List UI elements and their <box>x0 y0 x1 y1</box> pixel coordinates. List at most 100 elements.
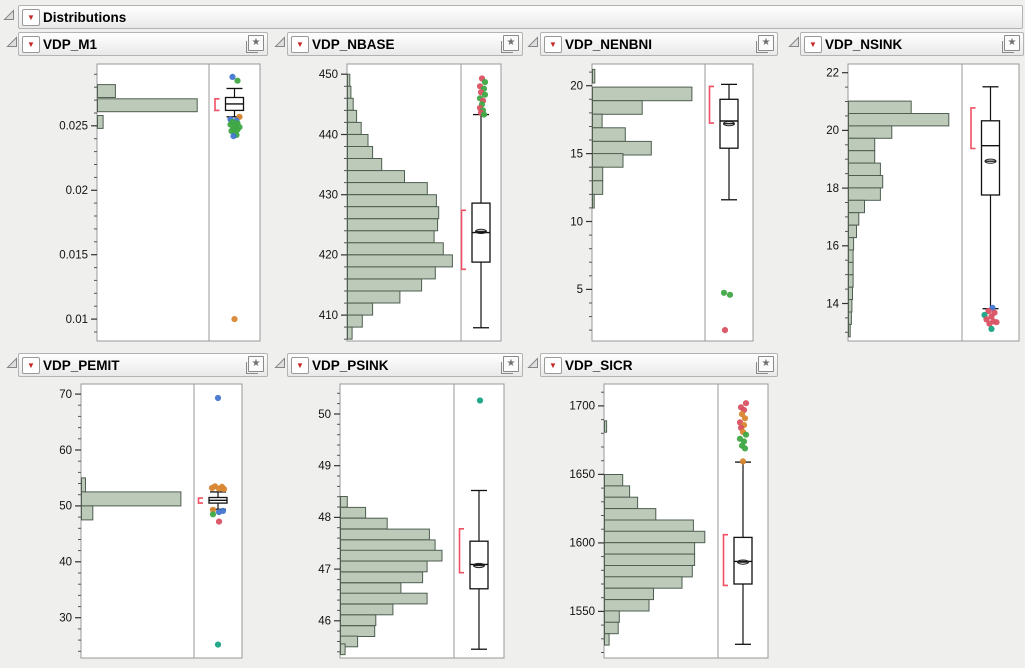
disclosure-triangle-vdp-sicr[interactable] <box>527 357 539 369</box>
y-axis: 20 15 10 5 <box>570 71 592 331</box>
axis-tick-label: 0.02 <box>66 185 88 197</box>
axis-tick-label: 70 <box>59 389 72 401</box>
axis-tick-label: 22 <box>826 68 839 80</box>
panel-header-vdp-m1: ▼ VDP_M1 ★ <box>18 32 268 56</box>
axis-tick-label: 420 <box>319 250 338 262</box>
red-triangle-menu-icon[interactable]: ▼ <box>544 357 562 374</box>
panel-header-vdp-sicr: ▼ VDP_SICR ★ <box>540 353 778 377</box>
axis-tick-label: 5 <box>577 284 583 296</box>
axis-tick-label: 450 <box>319 69 338 81</box>
bookmark-star-icon[interactable]: ★ <box>1002 35 1020 53</box>
disclosure-triangle-vdp-m1[interactable] <box>6 36 18 48</box>
shortest-half-bracket <box>197 497 203 504</box>
plot-vdp-m1[interactable]: 0.025 0.02 0.015 0.01 <box>18 56 268 350</box>
histogram-bars[interactable] <box>81 477 182 521</box>
axis-tick-label: 60 <box>59 445 72 457</box>
axis-tick-label: 430 <box>319 190 338 202</box>
panel-title: VDP_SICR <box>565 357 633 373</box>
plot-vdp-nenbni[interactable]: 20 15 10 5 <box>540 56 778 350</box>
disclosure-triangle-vdp-nbase[interactable] <box>274 36 286 48</box>
histogram-bars[interactable] <box>347 73 453 340</box>
axis-tick-label: 50 <box>318 409 331 421</box>
outlier-box-plot[interactable] <box>722 461 753 645</box>
bookmark-star-icon[interactable]: ★ <box>501 356 519 374</box>
plot-vdp-nsink[interactable]: 22 20 18 16 14 <box>800 56 1024 350</box>
histogram-bars[interactable] <box>340 496 443 656</box>
outlier-box-plot[interactable] <box>708 83 739 201</box>
y-axis: 1700 1650 1600 1550 <box>569 391 604 653</box>
disclosure-triangle-vdp-nsink[interactable] <box>788 36 800 48</box>
panel-header-vdp-nsink: ▼ VDP_NSINK ★ <box>800 32 1024 56</box>
outlier-points[interactable] <box>720 289 734 334</box>
plot-vdp-pemit[interactable]: 70 60 50 40 30 <box>18 377 268 664</box>
outlier-points[interactable] <box>208 394 228 648</box>
axis-tick-label: 1650 <box>569 469 595 481</box>
panel-title: VDP_M1 <box>43 36 98 52</box>
bookmark-star-icon[interactable]: ★ <box>246 356 264 374</box>
outlier-points[interactable] <box>981 304 1000 332</box>
distributions-header-bar: ▼ Distributions <box>18 5 1023 29</box>
axis-tick-label: 1700 <box>569 401 595 413</box>
axis-tick-label: 1550 <box>569 606 595 618</box>
panel-header-vdp-nenbni: ▼ VDP_NENBNI ★ <box>540 32 778 56</box>
axis-tick-label: 0.01 <box>66 314 88 326</box>
red-triangle-menu-icon[interactable]: ▼ <box>291 36 309 53</box>
histogram-bars[interactable] <box>848 100 950 338</box>
red-triangle-menu-icon[interactable]: ▼ <box>291 357 309 374</box>
outlier-points[interactable] <box>736 400 750 465</box>
red-triangle-menu-icon[interactable]: ▼ <box>804 36 822 53</box>
axis-tick-label: 18 <box>826 183 839 195</box>
outlier-box-plot[interactable] <box>970 86 1001 310</box>
red-triangle-menu-icon[interactable]: ▼ <box>544 36 562 53</box>
histogram-bars[interactable] <box>604 420 706 646</box>
panel-title: VDP_NBASE <box>312 36 395 52</box>
disclosure-triangle-vdp-psink[interactable] <box>274 357 286 369</box>
axis-tick-label: 47 <box>318 564 331 576</box>
outlier-points[interactable] <box>476 75 489 118</box>
axis-tick-label: 410 <box>319 310 338 322</box>
disclosure-triangle-vdp-pemit[interactable] <box>6 357 18 369</box>
red-triangle-menu-icon[interactable]: ▼ <box>22 357 40 374</box>
axis-tick-label: 0.015 <box>59 250 88 262</box>
panel-title: VDP_NENBNI <box>565 36 653 52</box>
plot-vdp-nbase[interactable]: 450 440 430 420 410 <box>287 56 523 350</box>
plot-vdp-psink[interactable]: 50 49 48 47 46 <box>287 377 523 664</box>
axis-tick-label: 46 <box>318 616 331 628</box>
panel-header-vdp-pemit: ▼ VDP_PEMIT ★ <box>18 353 268 377</box>
outlier-points[interactable] <box>476 397 484 404</box>
axis-tick-label: 50 <box>59 501 72 513</box>
panel-title: VDP_PEMIT <box>43 357 120 373</box>
histogram-bars[interactable] <box>97 84 198 129</box>
axis-tick-label: 440 <box>319 129 338 141</box>
outlier-box-plot[interactable] <box>458 489 489 650</box>
red-triangle-menu-icon[interactable]: ▼ <box>22 36 40 53</box>
y-axis: 50 49 48 47 46 <box>318 392 340 653</box>
red-triangle-menu-icon[interactable]: ▼ <box>22 9 40 26</box>
histogram-bars[interactable] <box>592 68 693 209</box>
disclosure-triangle-vdp-nenbni[interactable] <box>527 36 539 48</box>
disclosure-triangle-distributions[interactable] <box>3 9 15 21</box>
axis-tick-label: 1600 <box>569 538 595 550</box>
axis-tick-label: 16 <box>826 241 839 253</box>
bookmark-star-icon[interactable]: ★ <box>246 35 264 53</box>
panel-header-vdp-nbase: ▼ VDP_NBASE ★ <box>287 32 523 56</box>
shortest-half-bracket <box>722 533 728 587</box>
axis-tick-label: 49 <box>318 461 331 473</box>
y-axis: 22 20 18 16 14 <box>826 68 848 333</box>
shortest-half-bracket <box>458 528 464 574</box>
bookmark-star-icon[interactable]: ★ <box>756 35 774 53</box>
axis-tick-label: 15 <box>570 148 583 160</box>
panel-header-vdp-psink: ▼ VDP_PSINK ★ <box>287 353 523 377</box>
plot-vdp-sicr[interactable]: 1700 1650 1600 1550 <box>540 377 778 664</box>
bookmark-star-icon[interactable]: ★ <box>501 35 519 53</box>
axis-tick-label: 10 <box>570 216 583 228</box>
outlier-points[interactable] <box>227 73 243 323</box>
axis-tick-label: 20 <box>826 125 839 137</box>
outlier-box-plot[interactable] <box>460 113 491 329</box>
shortest-half-bracket <box>214 98 220 112</box>
panel-title: VDP_PSINK <box>312 357 389 373</box>
bookmark-star-icon[interactable]: ★ <box>756 356 774 374</box>
shortest-half-bracket <box>708 85 714 124</box>
report-title: Distributions <box>43 9 127 25</box>
